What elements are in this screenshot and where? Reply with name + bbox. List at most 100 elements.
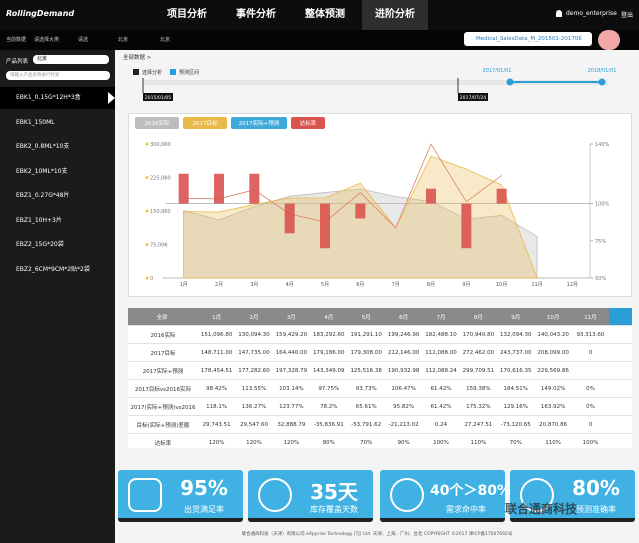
footer: 联合通商科技（天津）有限公司 eXpprise Technology (TJ) … xyxy=(115,526,639,543)
bar xyxy=(284,203,295,234)
y-tick-label: 225,000 xyxy=(150,176,171,182)
table-cell: 140,043.20 xyxy=(534,325,572,344)
table-cell: 61.42% xyxy=(422,397,460,416)
table-cell: 80% xyxy=(310,433,348,448)
y-tick-label: 75,000 xyxy=(150,243,168,249)
product-item[interactable]: EBK1_0.15G*12H*3盒 xyxy=(0,87,115,109)
marker-handle[interactable] xyxy=(598,78,606,86)
data-file[interactable]: Medical_SalesData_M_201501-201706 xyxy=(464,32,592,46)
breadcrumb: 当前数据 xyxy=(6,37,27,43)
avatar[interactable] xyxy=(598,30,620,50)
product-item[interactable]: EBZ2_15G*20袋 xyxy=(16,241,64,248)
product-item[interactable]: EBK2_0.8ML*10支 xyxy=(16,143,70,150)
bar xyxy=(426,188,436,204)
kpi-card: 95% 出货满足率 xyxy=(118,470,243,522)
bar xyxy=(178,173,189,204)
table-cell: 32,888.79 xyxy=(272,415,311,434)
kpi-label: 预测准确率 xyxy=(576,505,616,514)
table-cell: 179,308.00 xyxy=(347,343,385,362)
table-row: 达标率 120% 120% 120% 80% 70% 90% 100% 110% 70% 110% 1… xyxy=(128,433,632,448)
x-tick-label: 4月 xyxy=(286,282,294,288)
nav-tab[interactable]: 事件分析 xyxy=(236,9,276,20)
breadcrumb[interactable]: 北京 xyxy=(160,37,171,43)
table-cell: 151,096.80 xyxy=(197,325,236,344)
table-cell: 29,547.60 xyxy=(235,415,273,434)
table-cell xyxy=(609,397,632,416)
header-cell: 10月 xyxy=(534,308,572,326)
chart-panel xyxy=(128,113,632,297)
legend-entry[interactable]: 2016实际 xyxy=(145,119,170,127)
marker-handle[interactable] xyxy=(506,78,514,86)
table-cell: 106.47% xyxy=(384,379,423,398)
table-cell: 163.92% xyxy=(534,397,572,416)
header-row: 全部 1月 2月 3月 4月 5月 6月 7月 8月 9月 10月 11月 xyxy=(128,308,632,326)
product-item[interactable]: EBK2_10ML*10支 xyxy=(16,167,68,175)
kpi-value: 40个＞80% xyxy=(430,483,511,499)
table-row: 2017实际+预测 178,454.51 177,282.60 197,328.79 1… xyxy=(128,361,632,380)
table-cell: 184.51% xyxy=(497,379,535,398)
legend-entry[interactable]: 达标率 xyxy=(300,119,317,127)
table-cell: 120% xyxy=(235,433,273,448)
header-cell: 3月 xyxy=(272,308,311,326)
kpi-bar xyxy=(510,518,635,522)
breadcrumb[interactable]: 北京 xyxy=(118,37,129,43)
x-tick-label: 1月 xyxy=(180,282,188,288)
header-cell: 9月 xyxy=(497,308,535,326)
table-cell: 170,940.80 xyxy=(459,325,498,344)
nav-tab[interactable]: 进阶分析 xyxy=(362,0,428,30)
legend-swatch xyxy=(170,69,176,75)
table-cell xyxy=(571,361,610,380)
table-cell: 93.73% xyxy=(347,379,385,398)
nav-tab[interactable]: 整体预测 xyxy=(305,9,345,20)
logout[interactable]: 登出 xyxy=(621,12,634,19)
legend-button[interactable] xyxy=(231,117,287,129)
product-item[interactable]: EBZ1_10H+3片 xyxy=(16,216,62,224)
table-cell: 243,737.00 xyxy=(497,343,535,362)
kpi-icon xyxy=(390,478,424,512)
user-name[interactable]: demo_enterprise xyxy=(566,10,617,17)
logo: RollingDemand xyxy=(6,9,75,18)
table-cell: 20,870.86 xyxy=(534,415,572,434)
table-row: 2017目标 148,711.00 147,735.00 164,440.00 179,… xyxy=(128,343,632,362)
kpi-label: 库存覆盖天数 xyxy=(310,505,358,514)
row-label: 2016实际 xyxy=(128,325,198,344)
legend-button[interactable] xyxy=(291,117,325,129)
table-cell: 0 xyxy=(571,415,610,434)
table-cell: 112,088.24 xyxy=(422,361,460,380)
user-icon xyxy=(556,10,562,17)
table-cell: 229,569.86 xyxy=(534,361,572,380)
header-cell: 5月 xyxy=(347,308,385,326)
legend-button[interactable] xyxy=(183,117,227,129)
search-box[interactable]: 请输入产品名称进行检索 xyxy=(6,71,110,80)
y2-tick-label: 140% xyxy=(595,142,610,148)
table-cell: 112,088.00 xyxy=(422,343,460,362)
region-select[interactable]: 北京 xyxy=(33,55,109,64)
table-cell: 175.32% xyxy=(459,397,498,416)
product-item[interactable]: EBZ1_0.27G*48片 xyxy=(16,192,70,199)
table-cell: 164,440.00 xyxy=(272,343,311,362)
y-tick-dot xyxy=(145,142,149,146)
y-tick-dot xyxy=(145,176,149,179)
breadcrumb[interactable]: 请选择大类 xyxy=(34,37,60,43)
kpi-icon xyxy=(128,478,162,512)
kpi-card: 40个＞80% 需求命中率 xyxy=(380,470,511,522)
timeline-track xyxy=(143,80,608,85)
nav-tab[interactable]: 项目分析 xyxy=(167,9,207,20)
row-label: 2017(实际+预测)vs2016 xyxy=(128,397,198,416)
chart: 选择分析 预测区间 2017/01/01 2018/01/01 2015/01/05 20… xyxy=(133,68,616,288)
bar xyxy=(496,188,507,204)
breadcrumb[interactable]: 请选 xyxy=(78,37,89,43)
bar xyxy=(355,203,366,219)
product-item[interactable]: EBZ2_6CM*9CM*2贴*2袋 xyxy=(16,265,90,273)
product-item[interactable]: EBK1_150ML xyxy=(16,118,55,126)
legend-entry[interactable]: 2017实际+预测 xyxy=(239,119,280,127)
y-tick-dot xyxy=(145,209,149,213)
legend-entry[interactable]: 2017目标 xyxy=(193,119,218,127)
breadcrumb-bar: 当前数据 请选择大类 请选 北京 北京 Medical_SalesData_M_… xyxy=(0,30,639,50)
legend-button[interactable] xyxy=(135,117,179,129)
table-cell xyxy=(609,379,632,398)
row-label: 2017目标 xyxy=(128,343,198,362)
table-cell: 90% xyxy=(384,433,423,448)
y-tick-label: 300,000 xyxy=(150,142,171,148)
y-tick-dot xyxy=(145,276,149,280)
